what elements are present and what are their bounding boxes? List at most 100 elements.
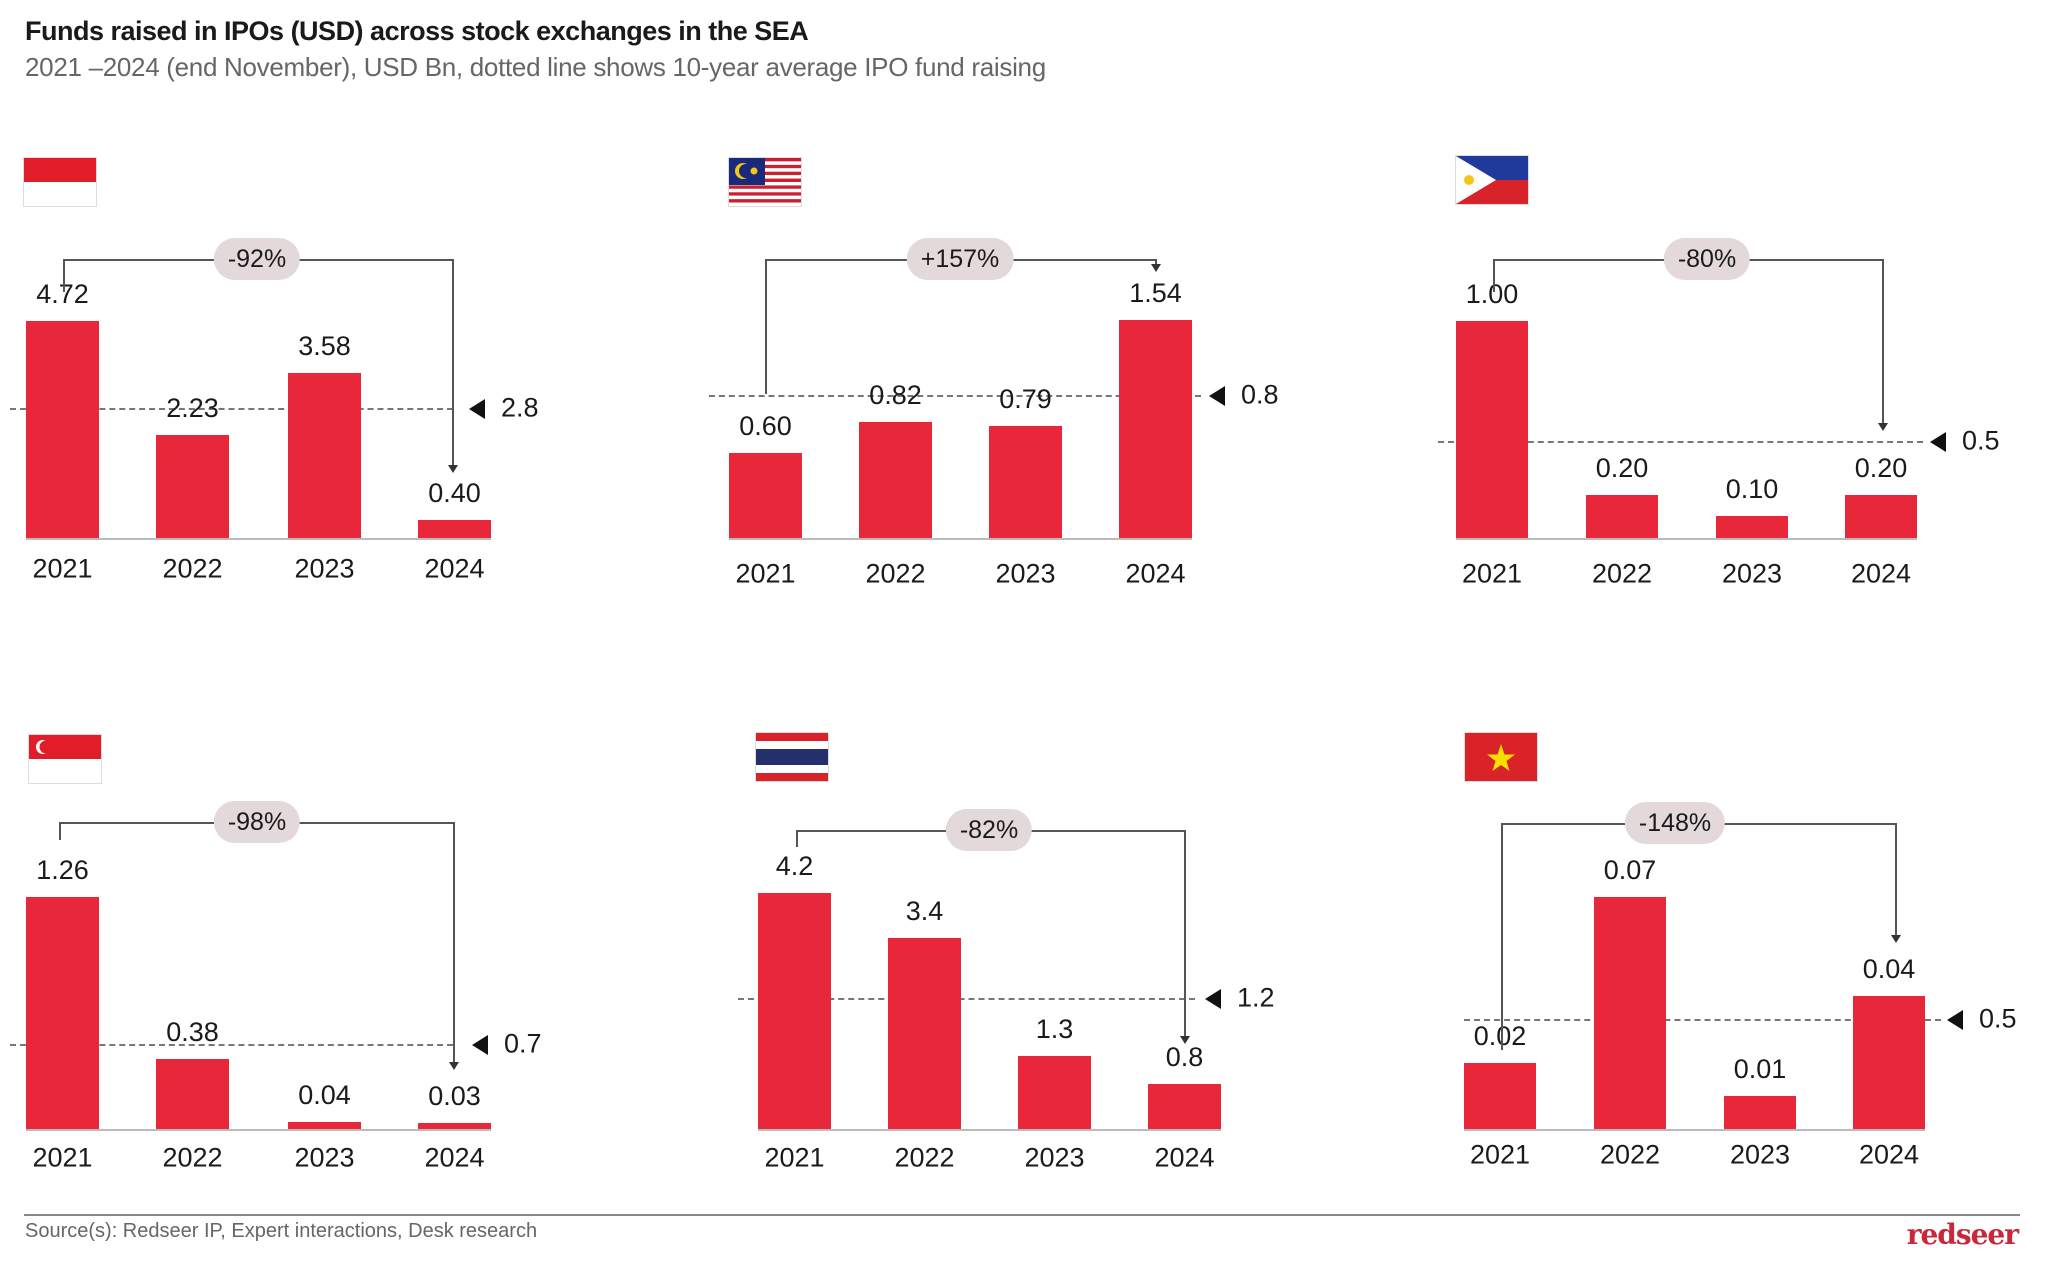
average-marker-icon xyxy=(1947,1010,1963,1030)
redseer-logo: redseer xyxy=(1906,1218,2019,1251)
arrow-down-icon xyxy=(449,1062,459,1070)
value-label: 3.4 xyxy=(905,895,944,926)
bar-2024 xyxy=(418,1123,491,1129)
arrow-down-icon xyxy=(1151,264,1161,272)
average-line xyxy=(10,408,453,410)
bar-2024 xyxy=(1119,319,1192,538)
baseline xyxy=(26,1129,491,1131)
bracket-right xyxy=(1882,259,1884,425)
thailand-flag-icon xyxy=(756,733,828,781)
change-badge: -82% xyxy=(945,809,1033,851)
chart-title: Funds raised in IPOs (USD) across stock … xyxy=(25,16,809,46)
year-label: 2022 xyxy=(1599,1139,1661,1170)
value-label: 0.01 xyxy=(1733,1053,1787,1084)
value-label: 3.58 xyxy=(298,331,351,362)
average-marker-icon xyxy=(1209,386,1225,406)
baseline xyxy=(26,538,491,540)
average-label: 2.8 xyxy=(501,392,539,423)
year-label: 2021 xyxy=(1469,1139,1531,1170)
year-label: 2024 xyxy=(1850,558,1912,589)
bar-2021 xyxy=(1456,321,1528,538)
chart-subtitle: 2021 –2024 (end November), USD Bn, dotte… xyxy=(25,52,1046,82)
value-label: 0.03 xyxy=(428,1081,481,1112)
indonesia-flag-icon xyxy=(24,158,96,206)
value-label: 0.82 xyxy=(869,379,922,410)
value-label: 4.72 xyxy=(36,278,89,309)
bracket-right xyxy=(1184,830,1186,1038)
average-marker-icon xyxy=(472,1035,488,1055)
arrow-down-icon xyxy=(1180,1036,1190,1044)
year-label: 2024 xyxy=(424,1142,485,1173)
value-label: 0.02 xyxy=(1473,1020,1527,1051)
bar-2023 xyxy=(1716,516,1788,538)
year-label: 2023 xyxy=(1729,1139,1791,1170)
bar-2022 xyxy=(156,435,229,538)
average-label: 0.5 xyxy=(1979,1003,2017,1034)
change-badge: -98% xyxy=(213,801,301,843)
bar-2023 xyxy=(989,426,1062,538)
year-label: 2021 xyxy=(32,1142,93,1173)
value-label: 4.2 xyxy=(775,850,814,881)
year-label: 2024 xyxy=(424,553,485,584)
value-label: 0.04 xyxy=(1862,954,1916,985)
baseline xyxy=(758,1129,1221,1131)
year-label: 2022 xyxy=(894,1142,955,1173)
value-label: 2.23 xyxy=(166,393,219,424)
bracket-left xyxy=(765,259,767,394)
average-line xyxy=(709,395,1201,397)
value-label: 0.20 xyxy=(1854,452,1908,483)
year-label: 2021 xyxy=(1461,558,1523,589)
footer-divider xyxy=(24,1214,2020,1216)
year-label: 2022 xyxy=(1591,558,1653,589)
value-label: 0.07 xyxy=(1603,855,1657,886)
bar-2024 xyxy=(1845,494,1917,538)
year-label: 2023 xyxy=(995,558,1056,589)
arrow-down-icon xyxy=(1878,423,1888,431)
value-label: 1.3 xyxy=(1035,1013,1074,1044)
singapore-flag-icon xyxy=(29,735,101,783)
bar-2022 xyxy=(859,421,932,538)
bar-2022 xyxy=(156,1059,229,1129)
arrow-down-icon xyxy=(1891,935,1901,943)
year-label: 2021 xyxy=(32,553,93,584)
value-label: 1.00 xyxy=(1465,279,1519,309)
bracket-right xyxy=(453,822,455,1064)
value-label: 1.26 xyxy=(36,855,89,886)
bracket-left xyxy=(1501,823,1503,1050)
average-label: 0.8 xyxy=(1241,379,1279,410)
bar-2021 xyxy=(26,897,99,1129)
bracket-right xyxy=(1895,823,1897,937)
year-label: 2023 xyxy=(1721,558,1783,589)
year-label: 2024 xyxy=(1154,1142,1215,1173)
baseline xyxy=(1464,1129,1925,1131)
change-badge: +157% xyxy=(906,238,1014,280)
baseline xyxy=(729,538,1192,540)
year-label: 2024 xyxy=(1858,1139,1920,1170)
bar-2024 xyxy=(418,519,491,538)
bracket-left xyxy=(59,822,61,840)
value-label: 0.8 xyxy=(1165,1042,1204,1073)
change-badge: -92% xyxy=(213,238,301,280)
year-label: 2024 xyxy=(1125,558,1186,589)
year-label: 2022 xyxy=(865,558,926,589)
bar-2022 xyxy=(1594,897,1666,1129)
average-label: 1.2 xyxy=(1237,982,1275,1013)
arrow-down-icon xyxy=(448,465,458,473)
bar-2022 xyxy=(888,937,961,1129)
bracket-right xyxy=(452,259,454,467)
average-line xyxy=(1464,1019,1941,1021)
year-label: 2022 xyxy=(162,553,223,584)
year-label: 2021 xyxy=(735,558,796,589)
bracket-left xyxy=(1493,259,1495,292)
bar-2021 xyxy=(26,320,99,538)
bracket-right xyxy=(1155,259,1157,266)
bracket-left xyxy=(796,830,798,847)
average-label: 0.5 xyxy=(1962,425,2000,456)
change-badge: -80% xyxy=(1663,238,1751,280)
year-label: 2023 xyxy=(294,1142,355,1173)
value-label: 1.54 xyxy=(1129,277,1182,308)
vietnam-flag-icon xyxy=(1465,733,1537,781)
source-note: Source(s): Redseer IP, Expert interactio… xyxy=(25,1220,538,1242)
average-marker-icon xyxy=(1205,989,1221,1009)
average-label: 0.7 xyxy=(504,1028,542,1059)
